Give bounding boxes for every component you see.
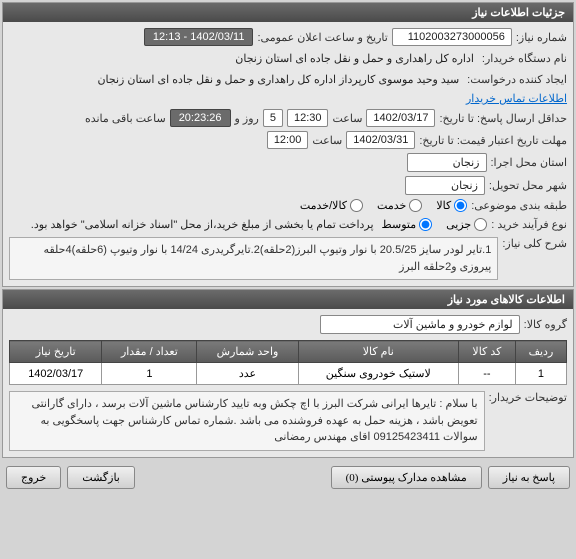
price-validity-date: 1402/03/31 — [346, 131, 415, 149]
exec-province-label: استان محل اجرا: — [491, 156, 568, 169]
footer-right: پاسخ به نیاز مشاهده مدارک پیوستی (0) — [331, 466, 570, 489]
summary-label: شرح کلی نیاز: — [502, 237, 567, 250]
buyer-value: اداره کل راهداری و حمل و نقل جاده ای است… — [231, 50, 478, 67]
delivery-city-label: شهر محل تحویل: — [489, 179, 567, 192]
days-remaining: 5 — [263, 109, 283, 127]
items-table: ردیف کد کالا نام کالا واحد شمارش تعداد /… — [9, 340, 567, 385]
col-code: کد کالا — [458, 341, 515, 363]
countdown-label: ساعت باقی مانده — [85, 112, 166, 125]
cell-idx: 1 — [515, 363, 566, 385]
announce-label: تاریخ و ساعت اعلان عمومی: — [257, 31, 387, 44]
category-goods-service-label: کالا/خدمت — [300, 199, 347, 212]
deadline-time-label: ساعت — [332, 112, 362, 125]
category-goods-service[interactable]: کالا/خدمت — [300, 199, 363, 212]
days-label: روز و — [235, 112, 259, 125]
purchase-radio-group: جزیی متوسط — [382, 218, 488, 231]
category-goods[interactable]: کالا — [436, 199, 467, 212]
details-header: جزئیات اطلاعات نیاز — [3, 3, 573, 22]
cell-code: -- — [458, 363, 515, 385]
respond-button[interactable]: پاسخ به نیاز — [488, 466, 570, 489]
countdown: 20:23:26 — [170, 109, 231, 127]
attachments-button[interactable]: مشاهده مدارک پیوستی (0) — [331, 466, 482, 489]
requester-label: ایجاد کننده درخواست: — [467, 73, 567, 86]
footer-bar: پاسخ به نیاز مشاهده مدارک پیوستی (0) باز… — [0, 460, 576, 495]
col-date: تاریخ نیاز — [10, 341, 102, 363]
category-goods-label: کالا — [436, 199, 451, 212]
footer-left: بازگشت خروج — [6, 466, 135, 489]
table-row[interactable]: 1 -- لاستیک خودروی سنگین عدد 1 1402/03/1… — [10, 363, 567, 385]
cell-date: 1402/03/17 — [10, 363, 102, 385]
purchase-minor[interactable]: جزیی — [446, 218, 487, 231]
purchase-minor-label: جزیی — [446, 218, 471, 231]
cell-name: لاستیک خودروی سنگین — [298, 363, 458, 385]
announce-value: 1402/03/11 - 12:13 — [144, 28, 254, 46]
contact-link[interactable]: اطلاعات تماس خریدار — [466, 92, 567, 105]
need-no-value: 1102003273000056 — [392, 28, 512, 46]
details-body: شماره نیاز: 1102003273000056 تاریخ و ساع… — [3, 22, 573, 286]
cell-unit: عدد — [197, 363, 298, 385]
category-label: طبقه بندی موضوعی: — [471, 199, 567, 212]
need-no-label: شماره نیاز: — [516, 31, 567, 44]
items-header: اطلاعات کالاهای مورد نیاز — [3, 290, 573, 309]
price-validity-time: 12:00 — [267, 131, 309, 149]
summary-text: 1.تایر لودر سایز 20.5/25 با نوار وتیوپ ا… — [9, 237, 498, 280]
buyer-notes: با سلام : تایرها ایرانی شرکت البرز با اچ… — [9, 391, 485, 451]
group-label: گروه کالا: — [524, 318, 567, 331]
table-header-row: ردیف کد کالا نام کالا واحد شمارش تعداد /… — [10, 341, 567, 363]
buyer-notes-label: توضیحات خریدار: — [489, 391, 567, 404]
col-idx: ردیف — [515, 341, 566, 363]
details-panel: جزئیات اطلاعات نیاز شماره نیاز: 11020032… — [2, 2, 574, 287]
price-validity-label: مهلت تاریخ اعتبار قیمت: تا تاریخ: — [419, 134, 567, 147]
category-service-radio[interactable] — [409, 199, 422, 212]
col-qty: تعداد / مقدار — [102, 341, 197, 363]
payment-note: پرداخت تمام یا بخشی از مبلغ خرید،از محل … — [27, 216, 378, 233]
category-radio-group: کالا خدمت کالا/خدمت — [300, 199, 467, 212]
deadline-label: حداقل ارسال پاسخ: تا تاریخ: — [439, 112, 567, 125]
exec-province: زنجان — [407, 153, 487, 172]
col-name: نام کالا — [298, 341, 458, 363]
category-service-label: خدمت — [377, 199, 406, 212]
items-panel: اطلاعات کالاهای مورد نیاز گروه کالا: لوا… — [2, 289, 574, 458]
purchase-medium-radio[interactable] — [419, 218, 432, 231]
price-validity-time-label: ساعت — [312, 134, 342, 147]
category-service[interactable]: خدمت — [377, 199, 422, 212]
deadline-time: 12:30 — [287, 109, 329, 127]
exit-button[interactable]: خروج — [6, 466, 61, 489]
purchase-type-label: نوع فرآیند خرید : — [491, 218, 567, 231]
purchase-minor-radio[interactable] — [474, 218, 487, 231]
delivery-city: زنجان — [405, 176, 485, 195]
group-value: لوازم خودرو و ماشین آلات — [320, 315, 520, 334]
purchase-medium[interactable]: متوسط — [382, 218, 433, 231]
back-button[interactable]: بازگشت — [67, 466, 135, 489]
category-goods-service-radio[interactable] — [350, 199, 363, 212]
buyer-label: نام دستگاه خریدار: — [482, 52, 567, 65]
requester-value: سید وحید موسوی کارپرداز اداره کل راهداری… — [93, 71, 463, 88]
category-goods-radio[interactable] — [454, 199, 467, 212]
deadline-date: 1402/03/17 — [366, 109, 435, 127]
purchase-medium-label: متوسط — [382, 218, 417, 231]
col-unit: واحد شمارش — [197, 341, 298, 363]
cell-qty: 1 — [102, 363, 197, 385]
items-body: گروه کالا: لوازم خودرو و ماشین آلات ردیف… — [3, 309, 573, 457]
